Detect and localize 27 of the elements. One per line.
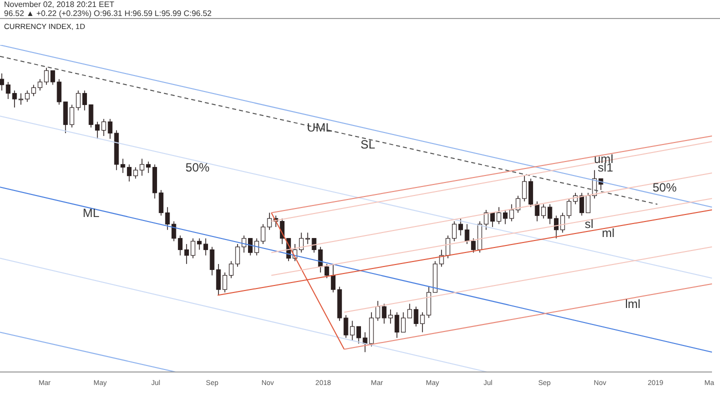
candlestick [324, 264, 330, 279]
text: November 02, 2018 20:21 EET [4, 0, 116, 9]
candlestick [528, 178, 534, 208]
candlestick [471, 238, 476, 253]
candlestick [203, 238, 208, 256]
candlestick [254, 238, 260, 256]
candlestick [24, 90, 30, 102]
candlestick [101, 118, 106, 136]
annotation: ML [82, 206, 100, 220]
annotation: lml [625, 296, 640, 311]
candlestick [502, 210, 508, 225]
candlestick [452, 220, 457, 242]
candlestick [0, 73, 4, 91]
annotation: ml [602, 226, 615, 240]
candlestick [76, 90, 81, 111]
annotation: sl [584, 217, 594, 232]
text: 96.52 ▲ +0.22 (+0.23%) O:96.31 H:96.59 L:95.99 C:96.52 [4, 9, 212, 18]
annotation: 50% [652, 180, 677, 194]
candlestick [178, 235, 183, 256]
candlestick [579, 192, 584, 216]
candlestick [228, 260, 234, 279]
candlestick [126, 164, 132, 182]
candlestick [50, 70, 56, 86]
candlestick [426, 286, 432, 318]
candlestick [554, 215, 559, 239]
annotation: SL [360, 138, 376, 152]
annotation: 50% [186, 160, 210, 174]
